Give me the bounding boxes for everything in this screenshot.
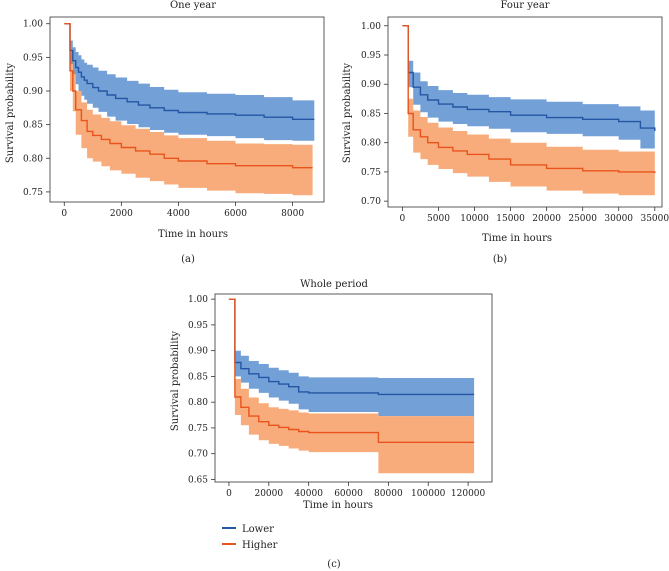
km-line-lower-a (64, 23, 315, 120)
ci-overlap-a (70, 54, 73, 65)
y-tick-label-c: 0.80 (188, 398, 208, 408)
y-tick-label-c: 1.00 (188, 295, 208, 305)
x-tick-label-b: 25000 (568, 214, 597, 224)
km-line-higher-a (64, 23, 313, 169)
x-tick-label-c: 120000 (451, 489, 486, 499)
y-tick-label-b: 1.00 (361, 22, 381, 32)
y-tick-label-c: 0.95 (188, 321, 208, 331)
panel-c-title: Whole period (300, 279, 368, 290)
panel-b-title: Four year (500, 0, 549, 11)
x-tick-label-a: 0 (61, 209, 67, 219)
plot-frame-b (387, 16, 663, 208)
y-tick-label-c: 0.75 (188, 424, 208, 434)
x-tick-label-b: 30000 (604, 214, 633, 224)
panel-a-ylabel: Survival probability (5, 63, 16, 163)
y-tick-label-a: 0.80 (23, 154, 43, 164)
x-tick-label-c: 100000 (411, 489, 446, 499)
x-tick-label-c: 60000 (334, 489, 363, 499)
y-tick-label-b: 0.70 (361, 197, 381, 207)
x-tick-label-b: 0 (400, 214, 406, 224)
y-tick-label-a: 0.90 (23, 87, 43, 97)
legend-label-lower: Lower (242, 524, 274, 535)
x-tick-label-c: 40000 (294, 489, 323, 499)
km-line-higher-b (402, 25, 656, 174)
y-tick-label-b: 0.75 (361, 168, 381, 178)
x-tick-label-c: 20000 (254, 489, 283, 499)
y-tick-label-c: 0.70 (188, 450, 208, 460)
panel-c-caption: (c) (327, 559, 341, 570)
ci-band-higher-b (402, 25, 655, 197)
panel-c-ylabel: Survival probability (170, 331, 181, 431)
y-tick-label-c: 0.85 (188, 372, 208, 382)
km-line-lower-c (228, 298, 475, 396)
panel-b-ylabel: Survival probability (342, 63, 353, 163)
y-tick-label-b: 0.90 (361, 80, 381, 90)
x-tick-label-a: 8000 (281, 209, 304, 219)
x-tick-label-b: 10000 (460, 214, 489, 224)
x-tick-label-a: 2000 (110, 209, 133, 219)
y-tick-label-c: 0.90 (188, 347, 208, 357)
x-tick-label-c: 0 (226, 489, 232, 499)
x-tick-label-a: 6000 (224, 209, 247, 219)
ci-overlap-a (72, 70, 76, 75)
x-tick-label-b: 5000 (427, 214, 450, 224)
panel-c-xlabel: Time in hours (303, 500, 373, 511)
y-tick-label-a: 0.85 (23, 121, 43, 131)
plot-frame-c (214, 293, 493, 483)
y-tick-label-a: 0.95 (23, 53, 43, 63)
panel-a-title: One year (170, 0, 216, 11)
panel-b: Four year Time in hours Survival probabi… (342, 0, 552, 265)
panel-b-xlabel: Time in hours (482, 233, 552, 244)
plot-frame-a (49, 16, 325, 203)
y-tick-label-a: 0.75 (23, 188, 43, 198)
panel-a: One year Time in hours Survival probabil… (5, 0, 228, 265)
panel-b-caption: (b) (493, 254, 507, 265)
y-tick-label-b: 0.85 (361, 109, 381, 119)
x-tick-label-b: 15000 (496, 214, 525, 224)
panel-c: Whole period Time in hours Survival prob… (170, 279, 373, 570)
km-line-higher-c (228, 298, 475, 443)
ci-band-lower-c (228, 299, 475, 417)
plot-b: 0 5000 10000 15000 20000 25000 30000 35000 0.70 0… (361, 16, 669, 224)
y-tick-label-c: 0.65 (188, 475, 208, 485)
y-tick-label-b: 0.95 (361, 51, 381, 61)
plot-a: 0 2000 4000 6000 8000 0.75 0.80 0.85 0.90 0.95 1.0… (23, 16, 325, 219)
x-tick-label-b: 35000 (640, 214, 669, 224)
x-tick-label-b: 20000 (532, 214, 561, 224)
y-tick-label-a: 1.00 (23, 20, 43, 30)
x-tick-label-a: 4000 (167, 209, 190, 219)
panel-a-xlabel: Time in hours (158, 229, 228, 240)
panel-a-caption: (a) (181, 254, 195, 265)
km-line-lower-b (402, 25, 656, 131)
legend: Lower Higher (222, 524, 278, 551)
legend-label-higher: Higher (242, 540, 278, 551)
x-tick-label-c: 80000 (374, 489, 403, 499)
plot-c: 0 20000 40000 60000 80000 100000 120000 0.65 0.7… (188, 293, 493, 499)
ci-band-lower-b (402, 25, 655, 152)
ci-band-higher-a (64, 23, 313, 196)
ci-band-lower-a (64, 23, 315, 141)
y-tick-label-b: 0.80 (361, 139, 381, 149)
